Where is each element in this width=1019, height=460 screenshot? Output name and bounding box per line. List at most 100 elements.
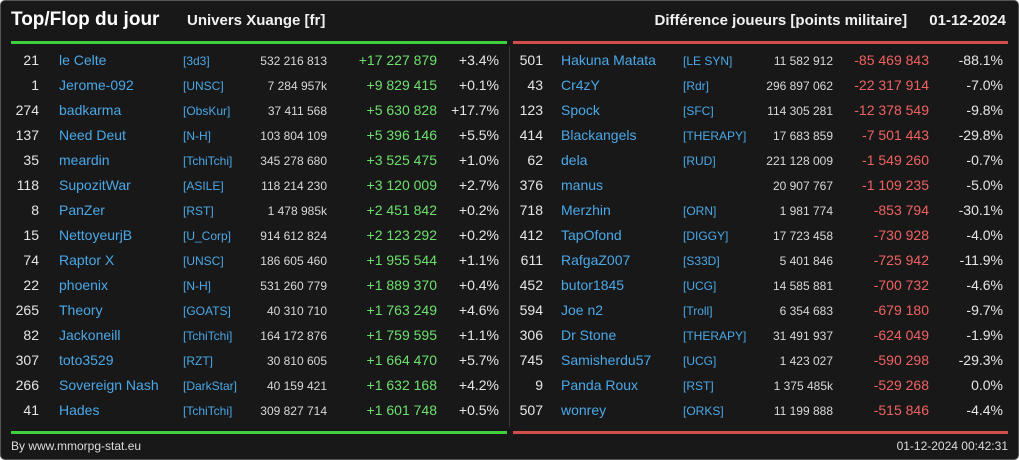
top-gainers-table: 21 le Celte [3d3] 532 216 813 +17 227 879 +3.… (11, 49, 507, 424)
table-row: 1 Jerome-092 [UNSC] 7 284 957k +9 829 415 +0.… (11, 74, 507, 99)
alliance-tag-link[interactable]: [Troll] (683, 304, 713, 318)
player-points: 164 172 876 (260, 329, 327, 343)
player-name-link[interactable]: TapOfond (561, 227, 622, 243)
player-name-link[interactable]: le Celte (59, 52, 107, 68)
alliance-tag-link[interactable]: [UNSC] (183, 254, 224, 268)
percent-change: +4.6% (458, 302, 499, 318)
player-rank: 611 (520, 252, 543, 268)
alliance-tag-link[interactable]: [RST] (183, 204, 214, 218)
alliance-tag-link[interactable]: [THERAPY] (683, 329, 747, 343)
alliance-tag-link[interactable]: [UCG] (683, 279, 717, 293)
player-name-link[interactable]: badkarma (59, 102, 122, 118)
player-name-link[interactable]: manus (561, 177, 604, 193)
percent-change: -4.4% (966, 402, 1003, 418)
player-points: 118 214 230 (261, 179, 327, 193)
table-row: 501 Hakuna Matata [LE SYN] 11 582 912 -85 46… (513, 49, 1008, 74)
player-rank: 594 (519, 302, 543, 318)
alliance-tag-link[interactable]: [TchiTchi] (183, 404, 233, 418)
alliance-tag-link[interactable]: [DarkStar] (183, 379, 238, 393)
alliance-tag-link[interactable]: [UNSC] (183, 79, 224, 93)
player-name-link[interactable]: Raptor X (59, 252, 115, 268)
player-name-link[interactable]: Blackangels (561, 127, 637, 143)
player-rank: 306 (519, 327, 543, 343)
player-points: 103 804 109 (260, 129, 327, 143)
player-name-link[interactable]: Need Deut (59, 127, 126, 143)
player-points: 1 375 485k (773, 379, 833, 393)
percent-change: -9.8% (966, 102, 1003, 118)
points-difference: +1 601 748 (366, 402, 437, 418)
player-rank: 123 (519, 102, 543, 118)
player-points: 17 723 458 (772, 229, 833, 243)
alliance-tag-link[interactable]: [RUD] (683, 154, 716, 168)
player-name-link[interactable]: dela (561, 152, 588, 168)
points-difference: -85 469 843 (854, 52, 929, 68)
points-difference: +3 120 009 (366, 177, 437, 193)
top-losers-table: 501 Hakuna Matata [LE SYN] 11 582 912 -85 46… (513, 49, 1008, 424)
percent-change: +1.1% (458, 252, 499, 268)
alliance-tag-link[interactable]: [N-H] (183, 279, 211, 293)
player-name-link[interactable]: butor1845 (561, 277, 625, 293)
alliance-tag-link[interactable]: [TchiTchi] (183, 154, 233, 168)
points-difference: -679 180 (873, 302, 929, 318)
player-rank: 266 (15, 377, 39, 393)
player-name-link[interactable]: Hades (59, 402, 100, 418)
player-rank: 35 (23, 152, 39, 168)
alliance-tag-link[interactable]: [TchiTchi] (183, 329, 233, 343)
percent-change: +0.4% (458, 277, 499, 293)
points-difference: -515 846 (873, 402, 929, 418)
alliance-tag-link[interactable]: [RST] (683, 379, 714, 393)
player-points: 5 401 846 (779, 254, 833, 268)
player-name-link[interactable]: Panda Roux (561, 377, 639, 393)
player-name-link[interactable]: Samisherdu57 (561, 352, 652, 368)
alliance-tag-link[interactable]: [ORKS] (683, 404, 724, 418)
alliance-tag-link[interactable]: [ASILE] (183, 179, 224, 193)
table-row: 718 Merzhin [ORN] 1 981 774 -853 794 -30.1% (513, 199, 1008, 224)
table-row: 376 manus 20 907 767 -1 109 235 -5.0% (513, 174, 1008, 199)
alliance-tag-link[interactable]: [THERAPY] (683, 129, 747, 143)
player-name-link[interactable]: Joe n2 (561, 302, 604, 318)
percent-change: -88.1% (958, 52, 1003, 68)
player-name-link[interactable]: wonrey (561, 402, 607, 418)
alliance-tag-link[interactable]: [DIGGY] (683, 229, 729, 243)
alliance-tag-link[interactable]: [SFC] (683, 104, 714, 118)
player-name-link[interactable]: phoenix (59, 277, 109, 293)
player-name-link[interactable]: Jackoneill (59, 327, 121, 343)
percent-change: +2.7% (458, 177, 499, 193)
player-rank: 412 (519, 227, 543, 243)
alliance-tag-link[interactable]: [ObsKur] (183, 104, 231, 118)
player-name-link[interactable]: Sovereign Nash (59, 377, 159, 393)
player-points: 296 897 062 (766, 79, 833, 93)
player-name-link[interactable]: Merzhin (561, 202, 611, 218)
player-name-link[interactable]: Cr4zY (561, 77, 600, 93)
player-name-link[interactable]: RafgaZ007 (561, 252, 631, 268)
alliance-tag-link[interactable]: [GOATS] (183, 304, 231, 318)
alliance-tag-link[interactable]: [UCG] (683, 354, 717, 368)
alliance-tag-link[interactable]: [N-H] (183, 129, 211, 143)
player-name-link[interactable]: Spock (561, 102, 600, 118)
player-name-link[interactable]: PanZer (59, 202, 105, 218)
alliance-tag-link[interactable]: [3d3] (183, 54, 210, 68)
percent-change: +0.1% (458, 77, 499, 93)
player-name-link[interactable]: Hakuna Matata (561, 52, 656, 68)
player-name-link[interactable]: Jerome-092 (59, 77, 134, 93)
player-name-link[interactable]: Dr Stone (561, 327, 617, 343)
alliance-tag-link[interactable]: [RZT] (183, 354, 213, 368)
alliance-tag-link[interactable]: [U_Corp] (183, 229, 232, 243)
player-name-link[interactable]: toto3529 (59, 352, 114, 368)
player-points: 221 128 009 (766, 154, 833, 168)
table-row: 22 phoenix [N-H] 531 260 779 +1 889 370 +0.4% (11, 274, 507, 299)
alliance-tag-link[interactable]: [S33D] (683, 254, 720, 268)
generated-timestamp: 01-12-2024 00:42:31 (896, 439, 1008, 453)
player-points: 20 907 767 (772, 179, 833, 193)
metric-label: Différence joueurs [points militaire] (654, 12, 908, 29)
points-difference: +1 759 595 (366, 327, 437, 343)
alliance-tag-link[interactable]: [LE SYN] (683, 54, 733, 68)
player-name-link[interactable]: Theory (59, 302, 103, 318)
player-name-link[interactable]: NettoyeurjB (59, 227, 133, 243)
player-name-link[interactable]: meardin (59, 152, 110, 168)
player-points: 6 354 683 (779, 304, 833, 318)
alliance-tag-link[interactable]: [Rdr] (683, 79, 710, 93)
alliance-tag-link[interactable]: [ORN] (683, 204, 717, 218)
player-name-link[interactable]: SupozitWar (59, 177, 131, 193)
table-row: 507 wonrey [ORKS] 11 199 888 -515 846 -4.4% (513, 399, 1008, 424)
